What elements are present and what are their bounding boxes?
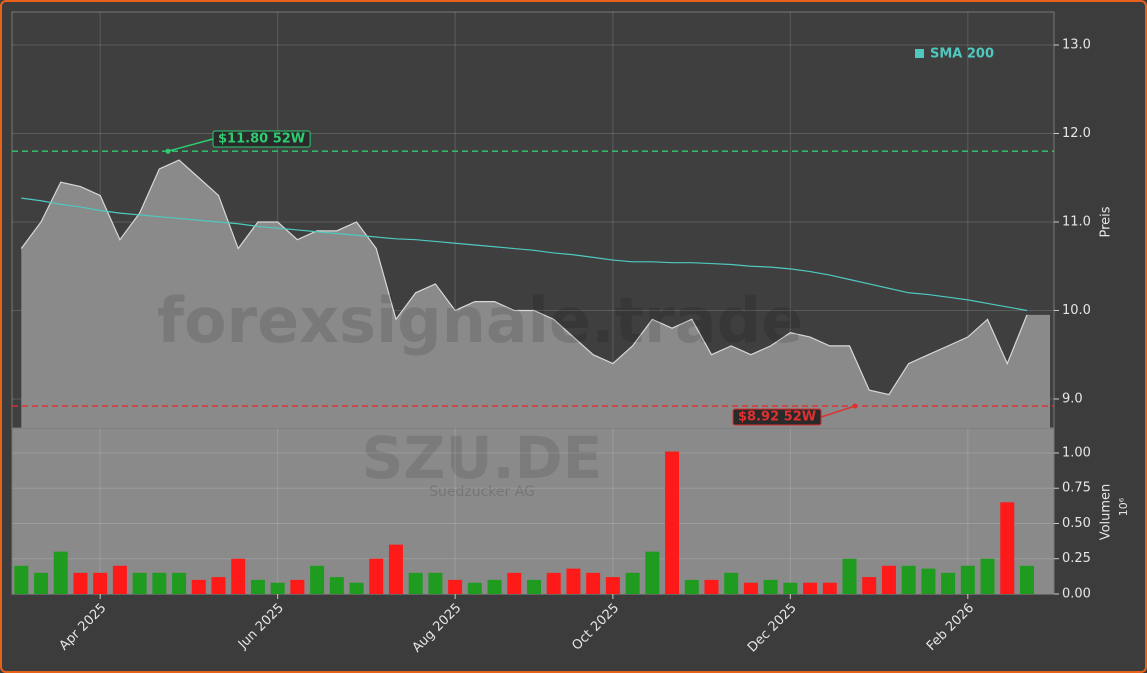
y-axis-label: Preis [1099, 206, 1114, 237]
legend-label: SMA 200 [930, 47, 994, 62]
volume-bar [980, 558, 995, 594]
volume-bar [803, 582, 818, 594]
volume-bar [842, 558, 857, 594]
volume-bar [743, 582, 758, 594]
volume-bar [862, 577, 877, 594]
annotation-arrow-head [165, 148, 171, 154]
volume-bar [34, 572, 49, 594]
volume-bar [172, 572, 187, 594]
volume-bar [428, 572, 443, 594]
volume-bar [527, 579, 542, 594]
y-tick-label: 0.00 [1062, 587, 1091, 602]
volume-bar [191, 579, 206, 594]
volume-bar [1000, 502, 1015, 594]
x-tick-label: Feb 2026 [924, 601, 977, 654]
volume-bar [132, 572, 147, 594]
x-tick-label: Dec 2025 [745, 601, 800, 656]
volume-bar [763, 579, 778, 594]
volume-bar [704, 579, 719, 594]
volume-bar [369, 558, 384, 594]
y-tick-label: 13.0 [1062, 38, 1091, 53]
watermark: forexsignale.trade [157, 284, 803, 357]
volume-bar [250, 579, 265, 594]
volume-bar [625, 572, 640, 594]
volume-bar [231, 558, 246, 594]
volume-bar [14, 565, 29, 594]
volume-bar [211, 577, 226, 594]
annotation-label: $8.92 52W [738, 410, 816, 425]
annotation-arrow [820, 405, 856, 418]
volume-bar [93, 572, 108, 594]
x-tick-label: Apr 2025 [57, 601, 110, 654]
legend-swatch [915, 49, 924, 58]
y-tick-label: 9.0 [1062, 391, 1083, 406]
volume-axis-label: Volumen [1099, 484, 1114, 541]
x-tick-label: Aug 2025 [410, 601, 465, 656]
sma-line [21, 197, 1028, 312]
price-line [20, 159, 1028, 396]
x-tick-label: Jun 2025 [235, 601, 287, 653]
watermark-ticker: SZU.DE [362, 424, 603, 492]
volume-bar [546, 572, 561, 594]
price-area [21, 160, 1050, 428]
volume-bar [349, 582, 364, 594]
volume-bar [881, 565, 896, 594]
volume-bar [684, 579, 699, 594]
volume-bar [921, 568, 936, 594]
volume-scale-label: 10⁶ [1117, 497, 1130, 516]
volume-bar [53, 551, 68, 594]
volume-bar [605, 577, 620, 594]
volume-bar [566, 568, 581, 594]
volume-bar [270, 582, 285, 594]
volume-bar [467, 582, 482, 594]
volume-bar [941, 572, 956, 594]
y-tick-label: 0.25 [1062, 551, 1091, 566]
volume-bar [290, 579, 305, 594]
y-tick-label: 10.0 [1062, 303, 1091, 318]
annotation-label: $11.80 52W [218, 132, 305, 147]
volume-bar [310, 565, 325, 594]
volume-bar [783, 582, 798, 594]
volume-bar [152, 572, 167, 594]
volume-bar [329, 577, 344, 594]
volume-bar [448, 579, 463, 594]
volume-bar [724, 572, 739, 594]
volume-bar [665, 451, 680, 594]
y-tick-label: 0.50 [1062, 516, 1091, 531]
volume-bar [507, 572, 522, 594]
y-tick-label: 12.0 [1062, 126, 1091, 141]
annotation-arrow [167, 138, 214, 152]
y-tick-label: 11.0 [1062, 214, 1091, 229]
volume-bar [408, 572, 423, 594]
volume-bar [1019, 565, 1034, 594]
volume-bar [487, 579, 502, 594]
volume-bar [822, 582, 837, 594]
volume-bar [586, 572, 601, 594]
volume-bar [112, 565, 127, 594]
volume-bar [73, 572, 88, 594]
x-tick-label: Oct 2025 [569, 601, 622, 654]
y-tick-label: 1.00 [1062, 445, 1091, 460]
volume-bar [960, 565, 975, 594]
volume-bar [645, 551, 660, 594]
volume-bar [388, 544, 403, 594]
annotation-arrow-head [852, 403, 858, 409]
y-tick-label: 0.75 [1062, 481, 1091, 496]
volume-bar [901, 565, 916, 594]
watermark-company: Suedzucker AG [429, 484, 535, 500]
